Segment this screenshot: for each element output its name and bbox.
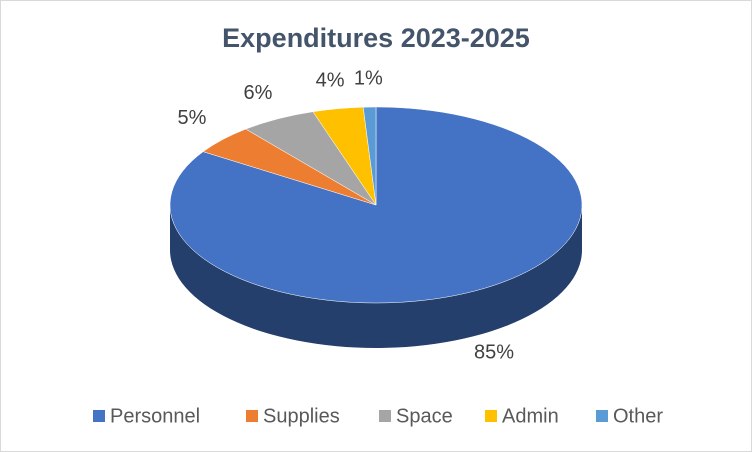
data-label: 5% — [177, 107, 206, 129]
legend-swatch — [93, 410, 105, 422]
data-label: 4% — [316, 70, 345, 92]
slice-side — [170, 205, 582, 348]
legend-swatch — [246, 410, 258, 422]
slice — [362, 106, 377, 206]
data-label: 85% — [474, 342, 514, 364]
legend-swatch — [379, 410, 391, 422]
slice — [169, 106, 583, 304]
legend-swatch — [596, 410, 608, 422]
data-label: 1% — [354, 68, 383, 90]
data-label: 6% — [244, 82, 273, 104]
legend-label: Personnel — [110, 405, 200, 427]
legend-label: Space — [396, 405, 453, 427]
chart-title: Expenditures 2023-2025 — [222, 23, 530, 53]
legend-label: Supplies — [263, 405, 340, 427]
legend-label: Other — [613, 405, 663, 427]
legend-swatch — [485, 410, 497, 422]
legend-label: Admin — [502, 405, 559, 427]
